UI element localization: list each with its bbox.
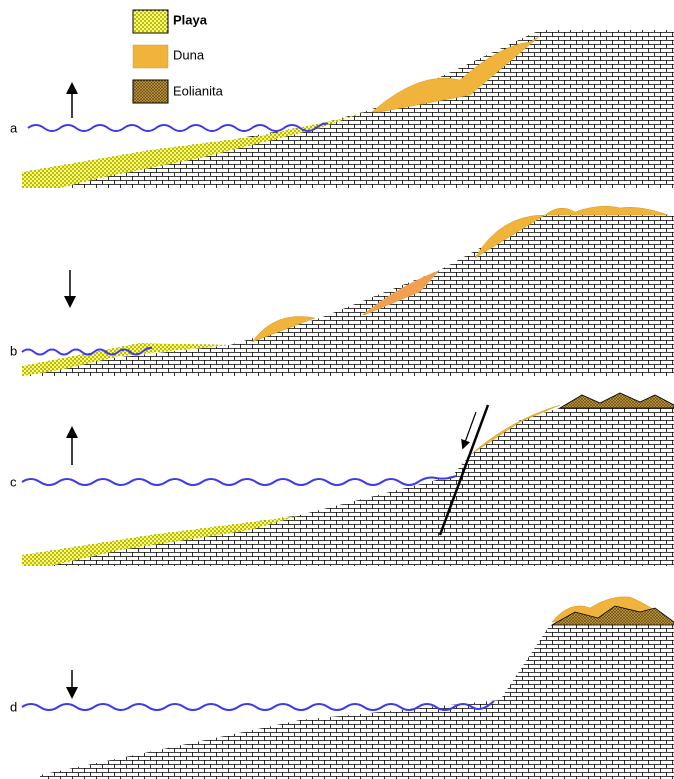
panel-label: a — [10, 120, 18, 135]
legend-label: Eolianita — [173, 83, 224, 98]
legend-swatch — [133, 45, 168, 68]
panel-a: a — [10, 30, 674, 188]
rock — [40, 625, 674, 779]
legend-swatch — [133, 80, 168, 103]
panel-b: b — [10, 206, 674, 376]
legend: Playa Duna Eolianita — [133, 10, 224, 103]
legend-label: Playa — [173, 12, 208, 27]
legend-label: Duna — [173, 47, 205, 62]
water-line — [22, 476, 456, 485]
diagram: Playa Duna Eolianita a b c — [0, 0, 674, 779]
eolianite — [560, 393, 674, 408]
dune — [545, 206, 668, 215]
legend-swatch — [133, 10, 168, 33]
panel-label: c — [10, 474, 17, 489]
water-line — [28, 124, 328, 132]
panel-label: d — [10, 699, 17, 714]
panel-label: b — [10, 343, 17, 358]
panel-d: d — [10, 597, 674, 779]
panel-c: c — [10, 393, 674, 566]
